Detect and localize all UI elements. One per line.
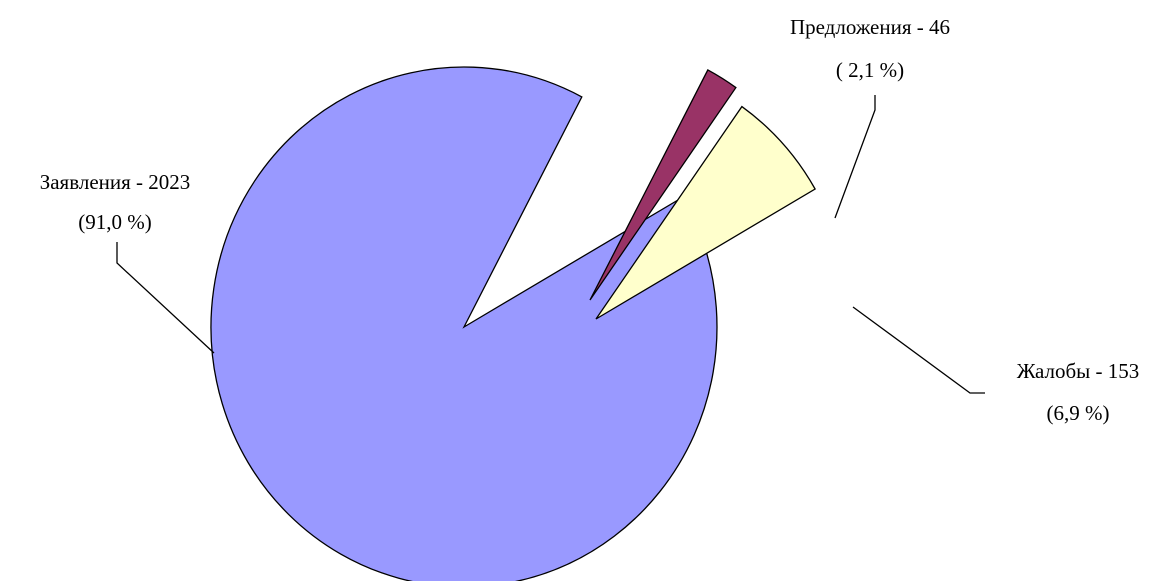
leaders-layer bbox=[116, 95, 985, 394]
label-zhaloby-title: Жалобы - 153 bbox=[1017, 359, 1140, 383]
slice-zayavleniya bbox=[210, 66, 718, 581]
label-zayavleniya-percent: (91,0 %) bbox=[78, 210, 151, 234]
leader-zayavleniya bbox=[116, 242, 215, 354]
leader-predlozheniya bbox=[834, 95, 876, 219]
slice-predlozheniya bbox=[589, 69, 737, 301]
slices-layer bbox=[210, 66, 816, 581]
label-zhaloby-percent: (6,9 %) bbox=[1047, 401, 1110, 425]
label-zayavleniya-title: Заявления - 2023 bbox=[40, 170, 191, 194]
label-predlozheniya-title: Предложения - 46 bbox=[790, 15, 950, 39]
labels-layer: Заявления - 2023 (91,0 %) Предложения - … bbox=[40, 15, 1140, 425]
label-predlozheniya-percent: ( 2,1 %) bbox=[836, 58, 904, 82]
slice-zhaloby bbox=[595, 105, 816, 320]
leader-zhaloby bbox=[852, 306, 985, 394]
